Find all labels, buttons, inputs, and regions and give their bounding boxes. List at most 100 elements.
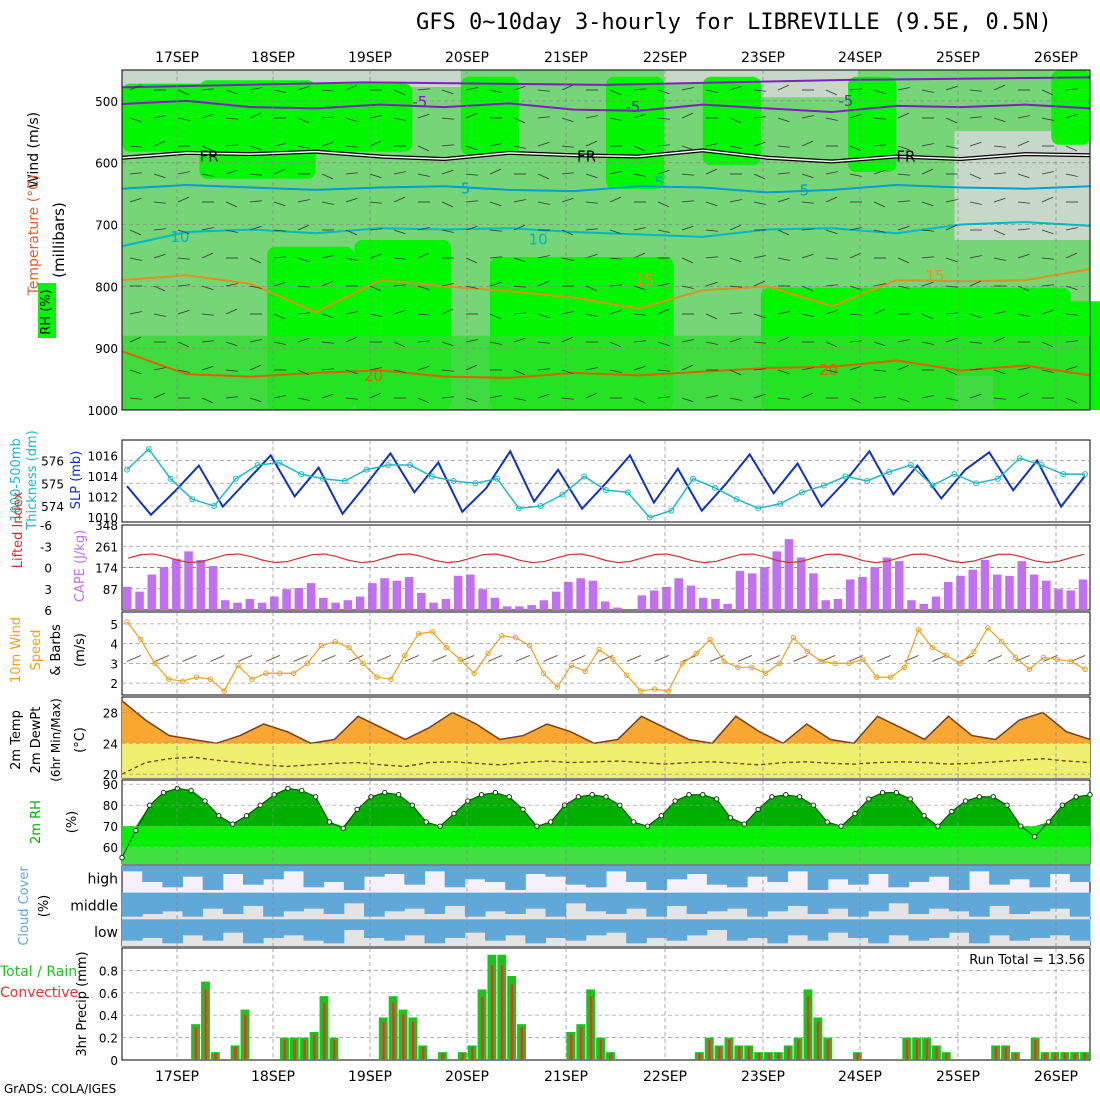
wind-speed-point (971, 648, 977, 655)
wind-barb (993, 84, 1006, 91)
cloud-cell-middle (989, 892, 1010, 906)
wind-barb (201, 88, 214, 91)
wind-barb (825, 257, 838, 260)
thickness-point (777, 500, 784, 507)
cloud-cell-low (848, 919, 869, 938)
cloud-cell-middle (1069, 892, 1091, 917)
wind-barb (369, 367, 382, 371)
wind-barb (153, 228, 166, 231)
cloud-cell-high (565, 866, 587, 885)
precip-convective-bar (500, 965, 504, 1060)
wind-barb (945, 257, 958, 263)
wind-barb (441, 169, 454, 175)
wind-barb (153, 201, 166, 204)
precip-convective-bar (994, 1046, 998, 1060)
wind-barb (969, 255, 982, 259)
rh2m-point (160, 789, 167, 796)
thickness-point (755, 505, 762, 512)
legend-minmax-label: (6hr Min/Max) (49, 698, 63, 782)
cloud-cell-low (666, 919, 688, 941)
precip-convective-bar (382, 1021, 385, 1060)
wind-barb (465, 285, 478, 289)
wind-barb (993, 197, 1006, 203)
date-label-top: 20SEP (445, 50, 489, 66)
wind-barb (873, 169, 886, 175)
lifted-index-line (127, 553, 1085, 564)
cape-bar (894, 561, 904, 610)
wind-barb (849, 285, 862, 291)
wind-barb (369, 228, 382, 231)
rh2m-point (783, 792, 789, 798)
cloud-cell-middle (404, 892, 425, 909)
wind-barb (321, 255, 334, 259)
y-tick-slp: 1012 (87, 490, 118, 504)
cloud-cell-low (727, 919, 748, 941)
rh-moist-column (460, 76, 519, 155)
wind-barb (1041, 117, 1054, 121)
cape-bar (931, 596, 941, 610)
wind-barb (393, 284, 406, 287)
cape-bar (845, 579, 855, 610)
thickness-point (820, 482, 827, 489)
wind-barb (585, 367, 598, 371)
wind-barb (1065, 313, 1078, 316)
thickness-point (864, 478, 871, 484)
wind-barb (729, 117, 742, 124)
cloud-cell-high (706, 866, 728, 885)
wind-barb (321, 116, 334, 119)
wind-barb (609, 117, 622, 121)
cloud-cell-middle (646, 892, 667, 917)
wind-barb (153, 285, 166, 292)
precip-convective-bar (698, 1052, 701, 1060)
wind-barb (129, 311, 142, 315)
cloud-cell-low (1009, 919, 1030, 941)
cape-bar (649, 590, 659, 610)
cloud-cell-low (182, 919, 204, 936)
wind-barb (993, 145, 1006, 148)
wind-barb (1065, 252, 1078, 259)
wind-speed-point (138, 636, 144, 643)
thickness-point (385, 462, 392, 469)
wind-barb (177, 229, 190, 235)
cape-bar (747, 573, 757, 610)
cape-bar (306, 583, 316, 610)
wind-barb (321, 341, 334, 344)
wind-barb (873, 201, 886, 208)
cloud-cell-middle (888, 892, 909, 904)
thickness-point (515, 505, 522, 512)
cape-bar (490, 597, 500, 610)
y-tick-pressure: 600 (95, 157, 118, 171)
y-tick-pressure: 800 (95, 280, 118, 294)
cape-bar (956, 575, 965, 610)
wind-barb (225, 369, 238, 372)
rh2m-point (686, 792, 692, 798)
rh2m-point (949, 808, 955, 815)
wind-barb (705, 89, 718, 93)
wind-barb (849, 113, 862, 119)
wind-barb-10m (404, 654, 419, 662)
cloud-cell-high (848, 866, 869, 885)
cape-bar (417, 592, 426, 610)
wind-barb (249, 285, 262, 289)
legend-precip-conv-label: Convective (0, 985, 78, 1001)
wind-barb (321, 201, 334, 205)
wind-barb (345, 172, 358, 175)
wind-barb (369, 140, 382, 147)
wind-barb (177, 369, 190, 373)
panel-frame-upper (121, 69, 1091, 411)
cape-bar (319, 597, 328, 610)
cloud-cell-low (464, 919, 486, 933)
cloud-cell-middle (545, 892, 567, 917)
cloud-cell-low (162, 919, 183, 944)
wind-barb (441, 201, 454, 208)
y-tick-thickness: 574 (41, 500, 64, 514)
wind-barb (489, 256, 502, 259)
cloud-cell-high (969, 866, 990, 872)
legend-wind-label: Wind (m/s) (26, 112, 42, 188)
wind-barb (921, 143, 934, 147)
thickness-point (1016, 455, 1023, 462)
cloud-layer-label: high (87, 872, 118, 888)
precip-convective-bar (925, 1039, 929, 1060)
wind-barb (705, 395, 718, 399)
